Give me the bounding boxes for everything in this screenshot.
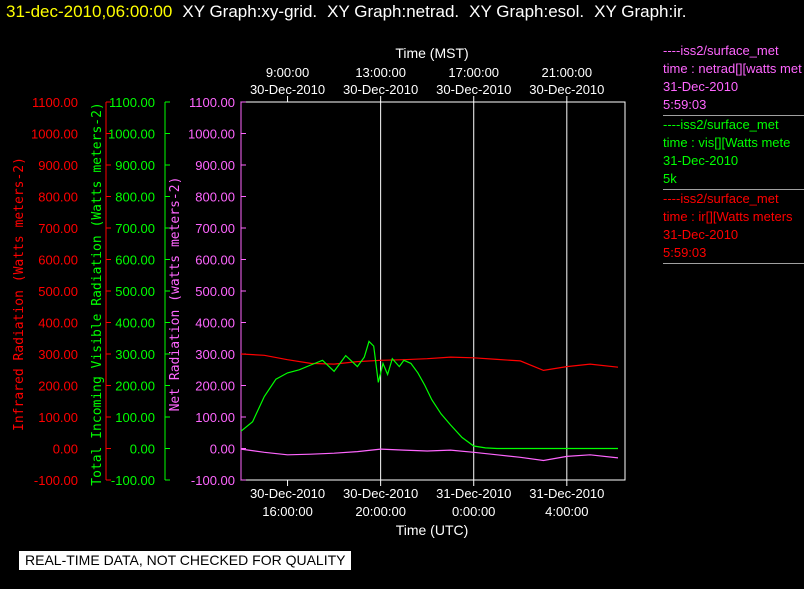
legend-line: 5:59:03	[663, 97, 707, 112]
top-tick-label-time: 9:00:00	[266, 65, 309, 80]
graph-title-ir: XY Graph:ir.	[594, 2, 687, 21]
bottom-tick-label-date: 30-Dec-2010	[343, 486, 418, 501]
infrared-axis-tick-label: 500.00	[38, 284, 78, 299]
legend-line: time : vis[][Watts mete	[663, 135, 791, 150]
infrared-axis-tick-label: 600.00	[38, 253, 78, 268]
net-axis-tick-label: 600.00	[195, 253, 235, 268]
top-tick-label-date: 30-Dec-2010	[250, 82, 325, 97]
net-axis-title: Net Radiation (watts meters-2)	[168, 177, 183, 412]
infrared-axis-tick-label: 400.00	[38, 316, 78, 331]
bottom-tick-label-time: 16:00:00	[262, 504, 313, 519]
visible-axis-tick-label: 700.00	[115, 221, 155, 236]
net-axis-tick-label: 1100.00	[189, 95, 235, 110]
legend-line: 31-Dec-2010	[663, 79, 739, 94]
bottom-tick-label-date: 31-Dec-2010	[529, 486, 604, 501]
top-tick-label-time: 21:00:00	[542, 65, 593, 80]
legend-line: ----iss2/surface_met	[663, 43, 779, 58]
visible-axis-title: Total Incoming Visible Radiation (Watts …	[90, 102, 105, 486]
visible-axis-tick-label: 200.00	[115, 379, 155, 394]
visible-axis-tick-label: -100.00	[111, 473, 155, 488]
infrared-axis-tick-label: 700.00	[38, 221, 78, 236]
bottom-tick-label-date: 31-Dec-2010	[436, 486, 511, 501]
top-tick-label-time: 17:00:00	[448, 65, 499, 80]
visible-axis-tick-label: 0.00	[130, 442, 155, 457]
infrared-axis-tick-label: -100.00	[34, 473, 78, 488]
top-axis-title: Time (MST)	[395, 45, 468, 61]
infrared-axis-tick-label: 800.00	[38, 190, 78, 205]
bottom-tick-label-time: 20:00:00	[355, 504, 406, 519]
infrared-axis-title: Infrared Radiation (Watts meters-2)	[12, 157, 27, 431]
legend-line: 5:59:03	[663, 245, 707, 260]
header: 31-dec-2010,06:00:00 XY Graph:xy-grid. XY …	[6, 2, 686, 22]
top-tick-label-time: 13:00:00	[355, 65, 406, 80]
timestamp: 31-dec-2010,06:00:00	[6, 2, 173, 21]
graph-title-xy-grid: XY Graph:xy-grid.	[182, 2, 318, 21]
net-axis-tick-label: 1000.00	[188, 127, 235, 142]
infrared-axis-tick-label: 100.00	[38, 410, 78, 425]
net-axis-tick-label: -100.00	[191, 473, 235, 488]
legend-line: 5k	[663, 171, 677, 186]
net-axis-tick-label: 400.00	[195, 316, 235, 331]
quality-notice: REAL-TIME DATA, NOT CHECKED FOR QUALITY	[19, 551, 352, 570]
infrared-axis-tick-label: 1000.00	[31, 127, 78, 142]
plot-frame	[240, 101, 626, 481]
legend-line: time : netrad[][watts met	[663, 61, 802, 76]
legend-line: ----iss2/surface_met	[663, 191, 779, 206]
visible-axis-tick-label: 1100.00	[109, 95, 155, 110]
top-tick-label-date: 30-Dec-2010	[436, 82, 511, 97]
bottom-tick-label-date: 30-Dec-2010	[250, 486, 325, 501]
top-tick-label-date: 30-Dec-2010	[343, 82, 418, 97]
legend-line: 31-Dec-2010	[663, 227, 739, 242]
visible-series-line	[240, 340, 618, 450]
bottom-tick-label-time: 0:00:00	[452, 504, 495, 519]
net-axis-tick-label: 100.00	[195, 410, 235, 425]
visible-axis-tick-label: 400.00	[115, 316, 155, 331]
net-axis-tick-label: 200.00	[195, 379, 235, 394]
visible-axis-tick-label: 600.00	[115, 253, 155, 268]
infrared-axis-tick-label: 0.00	[53, 442, 78, 457]
bottom-tick-label-time: 4:00:00	[545, 504, 588, 519]
net-axis-tick-label: 500.00	[195, 284, 235, 299]
infrared-axis-tick-label: 200.00	[38, 379, 78, 394]
net-axis-tick-label: 900.00	[195, 158, 235, 173]
visible-axis-tick-label: 300.00	[115, 347, 155, 362]
graph-title-netrad: XY Graph:netrad.	[327, 2, 460, 21]
visible-axis-tick-label: 900.00	[115, 158, 155, 173]
visible-axis-tick-label: 500.00	[115, 284, 155, 299]
bottom-axis-title: Time (UTC)	[396, 522, 469, 538]
infrared-series-line	[240, 353, 619, 372]
visible-axis-tick-label: 1000.00	[108, 127, 155, 142]
net-series-line	[240, 448, 619, 462]
net-axis-tick-label: 0.00	[210, 442, 235, 457]
visible-axis-tick-label: 100.00	[115, 410, 155, 425]
legend-line: ----iss2/surface_met	[663, 117, 779, 132]
visible-axis-tick-label: 800.00	[115, 190, 155, 205]
net-axis-tick-label: 300.00	[195, 347, 235, 362]
infrared-axis-tick-label: 300.00	[38, 347, 78, 362]
legend-line: time : ir[][Watts meters	[663, 209, 793, 224]
infrared-axis-tick-label: 900.00	[38, 158, 78, 173]
infrared-axis-tick-label: 1100.00	[32, 95, 78, 110]
graph-title-esol: XY Graph:esol.	[469, 2, 585, 21]
legend-line: 31-Dec-2010	[663, 153, 739, 168]
top-tick-label-date: 30-Dec-2010	[529, 82, 604, 97]
net-axis-tick-label: 700.00	[195, 221, 235, 236]
net-axis-tick-label: 800.00	[195, 190, 235, 205]
